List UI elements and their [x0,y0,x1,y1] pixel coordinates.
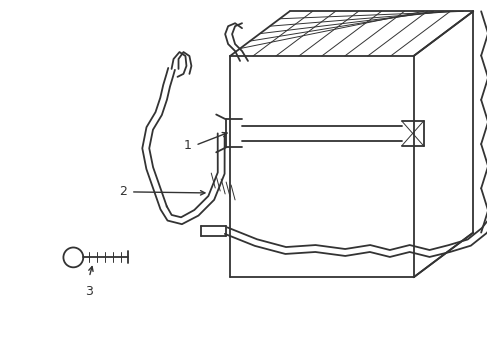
Text: 3: 3 [85,285,93,298]
Text: 1: 1 [183,139,191,152]
Text: 2: 2 [119,185,127,198]
